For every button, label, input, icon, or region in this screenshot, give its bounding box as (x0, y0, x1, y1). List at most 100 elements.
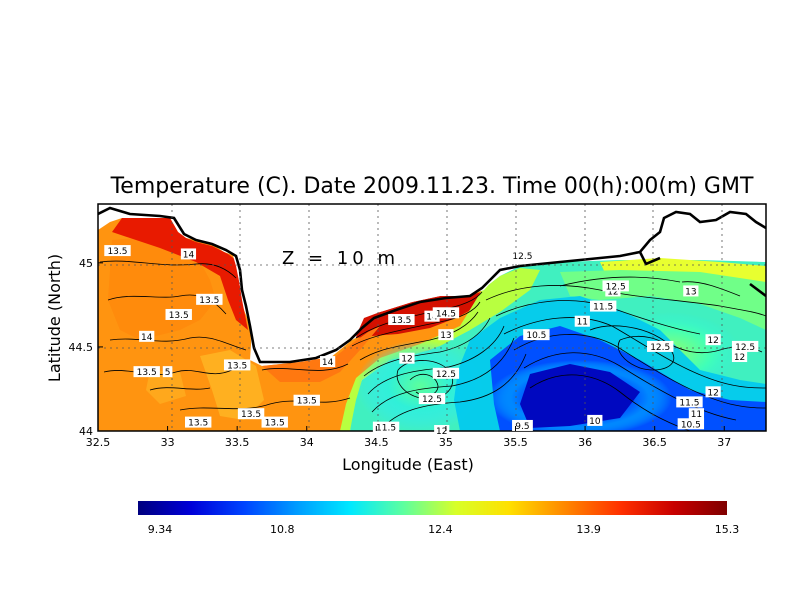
contour-label-text: 13.5 (188, 419, 208, 429)
hot-coastal-strip-west (112, 218, 248, 330)
contour-label: 13 (438, 329, 454, 341)
contour-label-box (731, 351, 748, 363)
contour-label-box (162, 366, 173, 378)
contour-label-text: 13 (685, 287, 696, 297)
contour-label-text: 12.5 (422, 395, 442, 405)
contour-label-box (223, 359, 251, 371)
contour-label-box (683, 285, 699, 297)
plot-frame (97, 203, 767, 432)
contour-label-text: 10 (589, 417, 601, 427)
contour-label-box (399, 352, 415, 364)
contour-label: 13.5 (165, 308, 192, 321)
contour-label: 13.5 (293, 394, 320, 407)
contour-label-text: 13.5 (297, 397, 317, 407)
contour-label-text: 14 (183, 250, 195, 260)
contour-label-box (180, 248, 197, 260)
contour-label-box (647, 340, 674, 352)
contour-label-text: 10.5 (681, 420, 701, 430)
contour-label-text: 12 (436, 427, 447, 437)
x-axis-ticks: 32.5 33 33.5 34 34.5 35 35.5 36 36.5 37 (86, 426, 731, 449)
contour-label: 11.5 (589, 300, 617, 313)
y-axis-ticks: 44 44.5 45 (69, 257, 103, 438)
contour-label: 13.5 (104, 245, 131, 257)
colorbar-ticks: 9.34 10.8 12.4 13.9 15.3 (148, 523, 740, 536)
contour-label-text: 12.5 (735, 343, 755, 353)
contour-label: 12 (705, 386, 721, 398)
contour-label-text: 12 (707, 336, 718, 346)
contour-label-box (574, 315, 590, 327)
orange-shelf-south (262, 326, 380, 382)
contour-label: 12 (731, 351, 748, 363)
contour-label-box (677, 418, 705, 430)
contour-label-box (104, 245, 131, 257)
contour-label-box (165, 308, 192, 320)
contour-label: 12 (399, 352, 415, 365)
contour-label: 12.5 (509, 250, 536, 262)
contour-label-text: 11.5 (679, 398, 699, 408)
y-tick-label: 44.5 (69, 341, 94, 354)
colorbar-tick-label: 13.9 (576, 523, 601, 536)
contour-label: 11 (688, 408, 705, 420)
colorbar (138, 501, 727, 515)
contour-label-text: 12.5 (512, 252, 532, 262)
contour-label-text: 13.5 (137, 368, 157, 378)
contour-label-box (237, 408, 265, 420)
contour-label: 13.5 (196, 293, 223, 306)
contour-label: 9.5 (512, 419, 533, 432)
contour-label-box (261, 416, 288, 428)
contour-label: 14.5 (432, 307, 460, 319)
contour-label-box (418, 393, 446, 405)
contour-label-text: 10.5 (526, 331, 546, 341)
x-tick-label: 34.5 (364, 436, 389, 449)
contour-label: 12.5 (432, 367, 460, 380)
contour-label: 11.5 (372, 421, 400, 434)
contour-label-box (388, 314, 415, 326)
contour-label: 11.5 (676, 396, 703, 408)
y-tick-label: 44 (79, 425, 93, 438)
contour-label-text: 13.5 (241, 410, 261, 420)
contour-label-box (523, 329, 550, 341)
contour-label: 14 (180, 248, 197, 260)
contour-label-text: 13.5 (227, 361, 247, 371)
grid-lines (98, 204, 766, 431)
contour-label-box (676, 396, 703, 408)
x-tick-label: 33.5 (225, 436, 250, 449)
contour-label-text: 12.5 (606, 282, 626, 292)
contour-label-box (509, 250, 536, 262)
contour-label-text: 13.5 (265, 419, 285, 429)
x-tick-label: 34 (300, 436, 314, 449)
colorbar-tick-label: 10.8 (270, 523, 295, 536)
contour-label-text: 13.5 (199, 296, 219, 306)
contour-label-text: 13.5 (391, 316, 411, 326)
chart-title: Temperature (C). Date 2009.11.23. Time 0… (110, 174, 754, 199)
contour-label-box (139, 330, 155, 342)
contour-label-text: 9.5 (515, 422, 529, 432)
contour-label-box (731, 340, 759, 352)
colorbar-tick-label: 15.3 (715, 523, 740, 536)
contour-label-box (196, 293, 223, 305)
contour-label-text: 12 (734, 353, 745, 363)
contour-label-text: 11.5 (376, 424, 396, 434)
contour-label: 13.5 (261, 416, 288, 429)
contour-label: 12 (705, 334, 721, 346)
contour-label-box (372, 421, 400, 433)
contour-label-text: 13.5 (169, 311, 189, 321)
y-axis-label: Latitude (North) (45, 254, 64, 382)
coastline (98, 206, 766, 364)
x-tick-label: 32.5 (86, 436, 111, 449)
contour-label: 14 (320, 356, 336, 368)
contour-label-text: 13.5 (107, 247, 127, 257)
contour-label-text: 5 (165, 368, 171, 378)
contour-label: 13.5 (237, 408, 265, 420)
contour-label-box (589, 300, 617, 312)
contour-label-box (602, 280, 629, 292)
contour-label-box (587, 414, 603, 426)
contour-label-box (432, 367, 460, 379)
deep-cold (520, 364, 640, 428)
contour-label-box (438, 329, 454, 341)
x-tick-label: 37 (717, 436, 731, 449)
contour-label: 14 (139, 330, 155, 343)
contour-label: 14 (424, 310, 440, 323)
x-tick-label: 35 (439, 436, 453, 449)
contour-labels: 13.5 14 13.5 13.5 14 13.5 5 13.5 14 13.5 13.5 13.5 1… (104, 245, 759, 437)
